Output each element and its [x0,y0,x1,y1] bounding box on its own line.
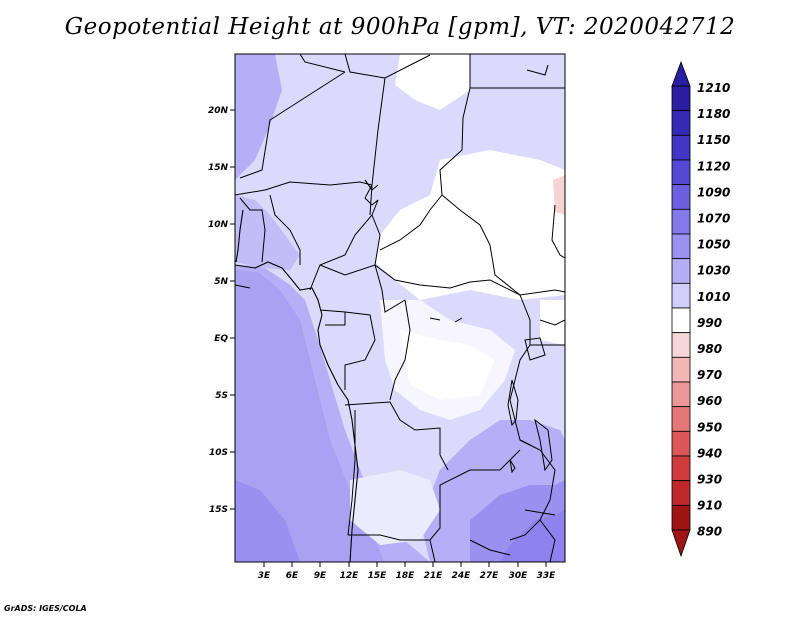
colorbar-box [671,480,691,506]
colorbar-label: 1050 [697,238,730,252]
shade-sw-corner [235,480,300,562]
country-borders [235,54,565,562]
shade-white-blob2 [400,330,495,400]
colorbar-label: 1120 [697,159,730,173]
colorbar-box [671,356,691,383]
lon-tick: 3E [258,571,271,581]
colorbar-box [671,184,691,210]
colorbar-box [671,381,691,408]
colorbar-label: 1030 [697,264,730,278]
lon-tick: 27E [480,571,500,581]
lat-tick: 10S [209,448,228,458]
colorbar-bottom-arrow [671,529,691,558]
lon-tick: 9E [314,571,327,581]
colorbar: 1210 1180 1150 1120 1090 1070 1050 1030 1010 990 9… [671,60,730,558]
lon-tick: 12E [340,571,360,581]
lat-axis: 20N 15N 10N 5N EQ 5S 10S 15S [208,106,235,515]
colorbar-labels: 1210 1180 1150 1120 1090 1070 1050 1030 1010 990 9… [697,81,730,539]
shade-offshore [235,270,385,562]
shade-pink [553,175,565,215]
colorbar-label: 960 [697,394,722,408]
shade-white-south [350,470,440,545]
colorbar-label: 940 [697,446,722,460]
colorbar-label: 910 [697,499,722,513]
colorbar-label: 1180 [697,107,730,121]
shade-se-deepest [500,510,565,562]
coastline [235,64,549,562]
colorbar-label: 1090 [697,185,730,199]
lat-tick: 15N [208,163,229,173]
lon-tick: 21E [424,571,444,581]
colorbar-top-arrow [671,60,691,87]
shade-nw [235,54,282,180]
lon-tick: 33E [537,571,557,581]
colorbar-label: 970 [697,368,722,382]
colorbar-label: 1210 [697,81,730,95]
shade-west-coast [235,195,300,270]
colorbar-box [671,233,691,260]
colorbar-box [671,430,691,457]
lon-tick: 30E [509,571,529,581]
colorbar-box [671,258,691,284]
lon-axis: 3E 6E 9E 12E 15E 18E 21E 24E 27E 30E 33E [258,562,556,581]
colorbar-box [671,208,691,235]
lakes [429,317,553,474]
colorbar-boxes [671,85,691,531]
shade-white-central [375,150,565,300]
lat-tick: 15S [209,505,228,515]
colorbar-box [671,307,691,334]
lat-tick: EQ [214,334,228,344]
colorbar-box [671,110,691,136]
colorbar-box [671,85,691,112]
colorbar-label: 990 [697,316,722,330]
colorbar-box [671,159,691,186]
colorbar-box [671,332,691,358]
shade-white-north [395,54,470,110]
colorbar-label: 930 [697,473,722,487]
colorbar-label: 1070 [697,212,730,226]
shade-white-east [540,300,565,345]
colorbar-label: 980 [697,342,722,356]
chart-title: Geopotential Height at 900hPa [gpm], VT:… [64,14,736,40]
lon-tick: 18E [396,571,416,581]
lat-tick: 5N [214,277,228,287]
colorbar-box [671,282,691,309]
lat-tick: 20N [208,106,229,116]
credit-label: GrADS: IGES/COLA [4,604,87,613]
lat-tick: 5S [215,391,228,401]
colorbar-box [671,455,691,482]
colorbar-label: 1010 [697,290,730,304]
colorbar-label: 890 [697,525,722,539]
colorbar-box [671,406,691,432]
colorbar-box [671,134,691,161]
lon-tick: 24E [452,571,472,581]
map-panel [234,53,566,563]
lon-tick: 15E [368,571,388,581]
colorbar-label: 950 [697,420,722,434]
lat-tick: 10N [208,220,229,230]
lon-tick: 6E [286,571,299,581]
colorbar-box [671,504,691,531]
map-frame [234,53,566,563]
colorbar-label: 1150 [697,133,730,147]
